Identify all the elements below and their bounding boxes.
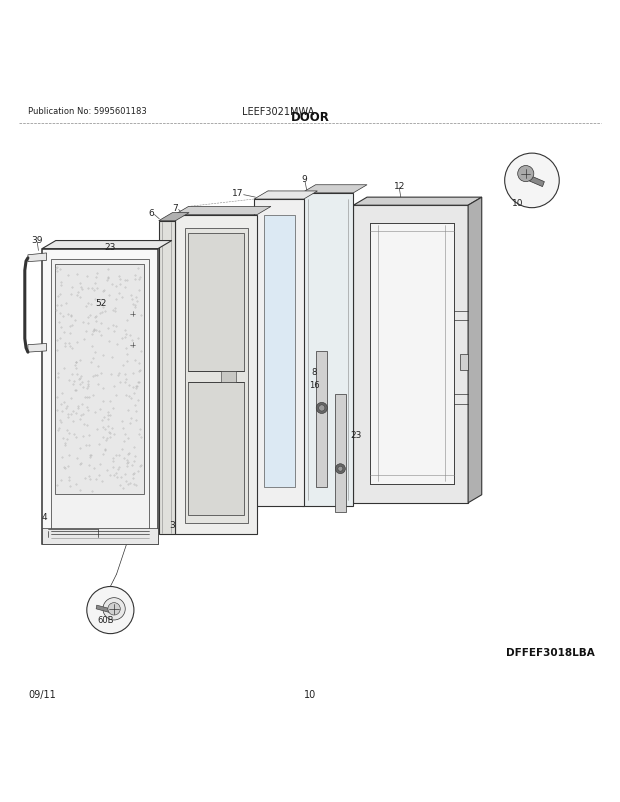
- Circle shape: [518, 166, 534, 182]
- Text: 23: 23: [350, 431, 361, 439]
- Polygon shape: [188, 383, 244, 516]
- Polygon shape: [55, 265, 144, 494]
- Text: 52: 52: [95, 298, 107, 308]
- Polygon shape: [42, 528, 158, 545]
- Text: 6: 6: [148, 209, 154, 217]
- Circle shape: [505, 154, 559, 209]
- Polygon shape: [175, 215, 257, 534]
- Polygon shape: [353, 198, 482, 206]
- Polygon shape: [468, 198, 482, 503]
- Polygon shape: [28, 253, 46, 262]
- Polygon shape: [175, 207, 271, 215]
- Circle shape: [87, 587, 134, 634]
- Polygon shape: [51, 260, 149, 535]
- Polygon shape: [335, 395, 346, 512]
- Polygon shape: [254, 200, 304, 506]
- Polygon shape: [42, 249, 158, 545]
- Circle shape: [103, 598, 125, 620]
- Polygon shape: [126, 265, 139, 407]
- Polygon shape: [264, 215, 294, 488]
- Text: 10: 10: [512, 198, 523, 208]
- Circle shape: [338, 467, 343, 472]
- Text: 60B: 60B: [97, 616, 113, 625]
- Text: LEEF3021MWA: LEEF3021MWA: [242, 107, 314, 117]
- Text: 10: 10: [304, 689, 316, 699]
- Text: Publication No: 5995601183: Publication No: 5995601183: [28, 107, 147, 116]
- Polygon shape: [136, 398, 154, 404]
- Polygon shape: [221, 371, 236, 383]
- Polygon shape: [159, 213, 189, 221]
- Polygon shape: [353, 206, 468, 503]
- Polygon shape: [302, 185, 367, 193]
- Polygon shape: [96, 606, 110, 613]
- Polygon shape: [525, 175, 544, 188]
- Text: 12: 12: [394, 181, 405, 191]
- Text: eReplacementParts.com: eReplacementParts.com: [238, 407, 382, 420]
- Polygon shape: [28, 344, 46, 353]
- Polygon shape: [370, 223, 454, 484]
- Text: 4: 4: [42, 512, 48, 521]
- Circle shape: [108, 603, 120, 615]
- Text: DOOR: DOOR: [291, 111, 329, 124]
- Circle shape: [127, 309, 138, 320]
- Text: DFFEF3018LBA: DFFEF3018LBA: [507, 646, 595, 657]
- Circle shape: [130, 311, 136, 318]
- Circle shape: [127, 340, 138, 350]
- Polygon shape: [302, 193, 353, 506]
- Polygon shape: [316, 351, 327, 488]
- Circle shape: [319, 405, 325, 411]
- Polygon shape: [139, 249, 151, 407]
- Text: 7: 7: [172, 203, 178, 213]
- Polygon shape: [460, 354, 468, 370]
- Polygon shape: [188, 234, 244, 371]
- Text: 16: 16: [309, 380, 320, 390]
- Text: 8: 8: [312, 368, 317, 377]
- Circle shape: [316, 403, 327, 414]
- Text: 39: 39: [32, 236, 43, 245]
- Text: 17: 17: [232, 189, 243, 198]
- Text: 9: 9: [301, 175, 307, 184]
- Polygon shape: [42, 241, 172, 249]
- Circle shape: [130, 342, 136, 348]
- Circle shape: [141, 391, 149, 399]
- Text: 23: 23: [105, 243, 116, 252]
- Text: 09/11: 09/11: [28, 689, 56, 699]
- Polygon shape: [185, 229, 248, 524]
- Polygon shape: [159, 221, 175, 534]
- Polygon shape: [254, 192, 317, 200]
- Circle shape: [335, 464, 345, 474]
- Text: 3: 3: [169, 520, 175, 529]
